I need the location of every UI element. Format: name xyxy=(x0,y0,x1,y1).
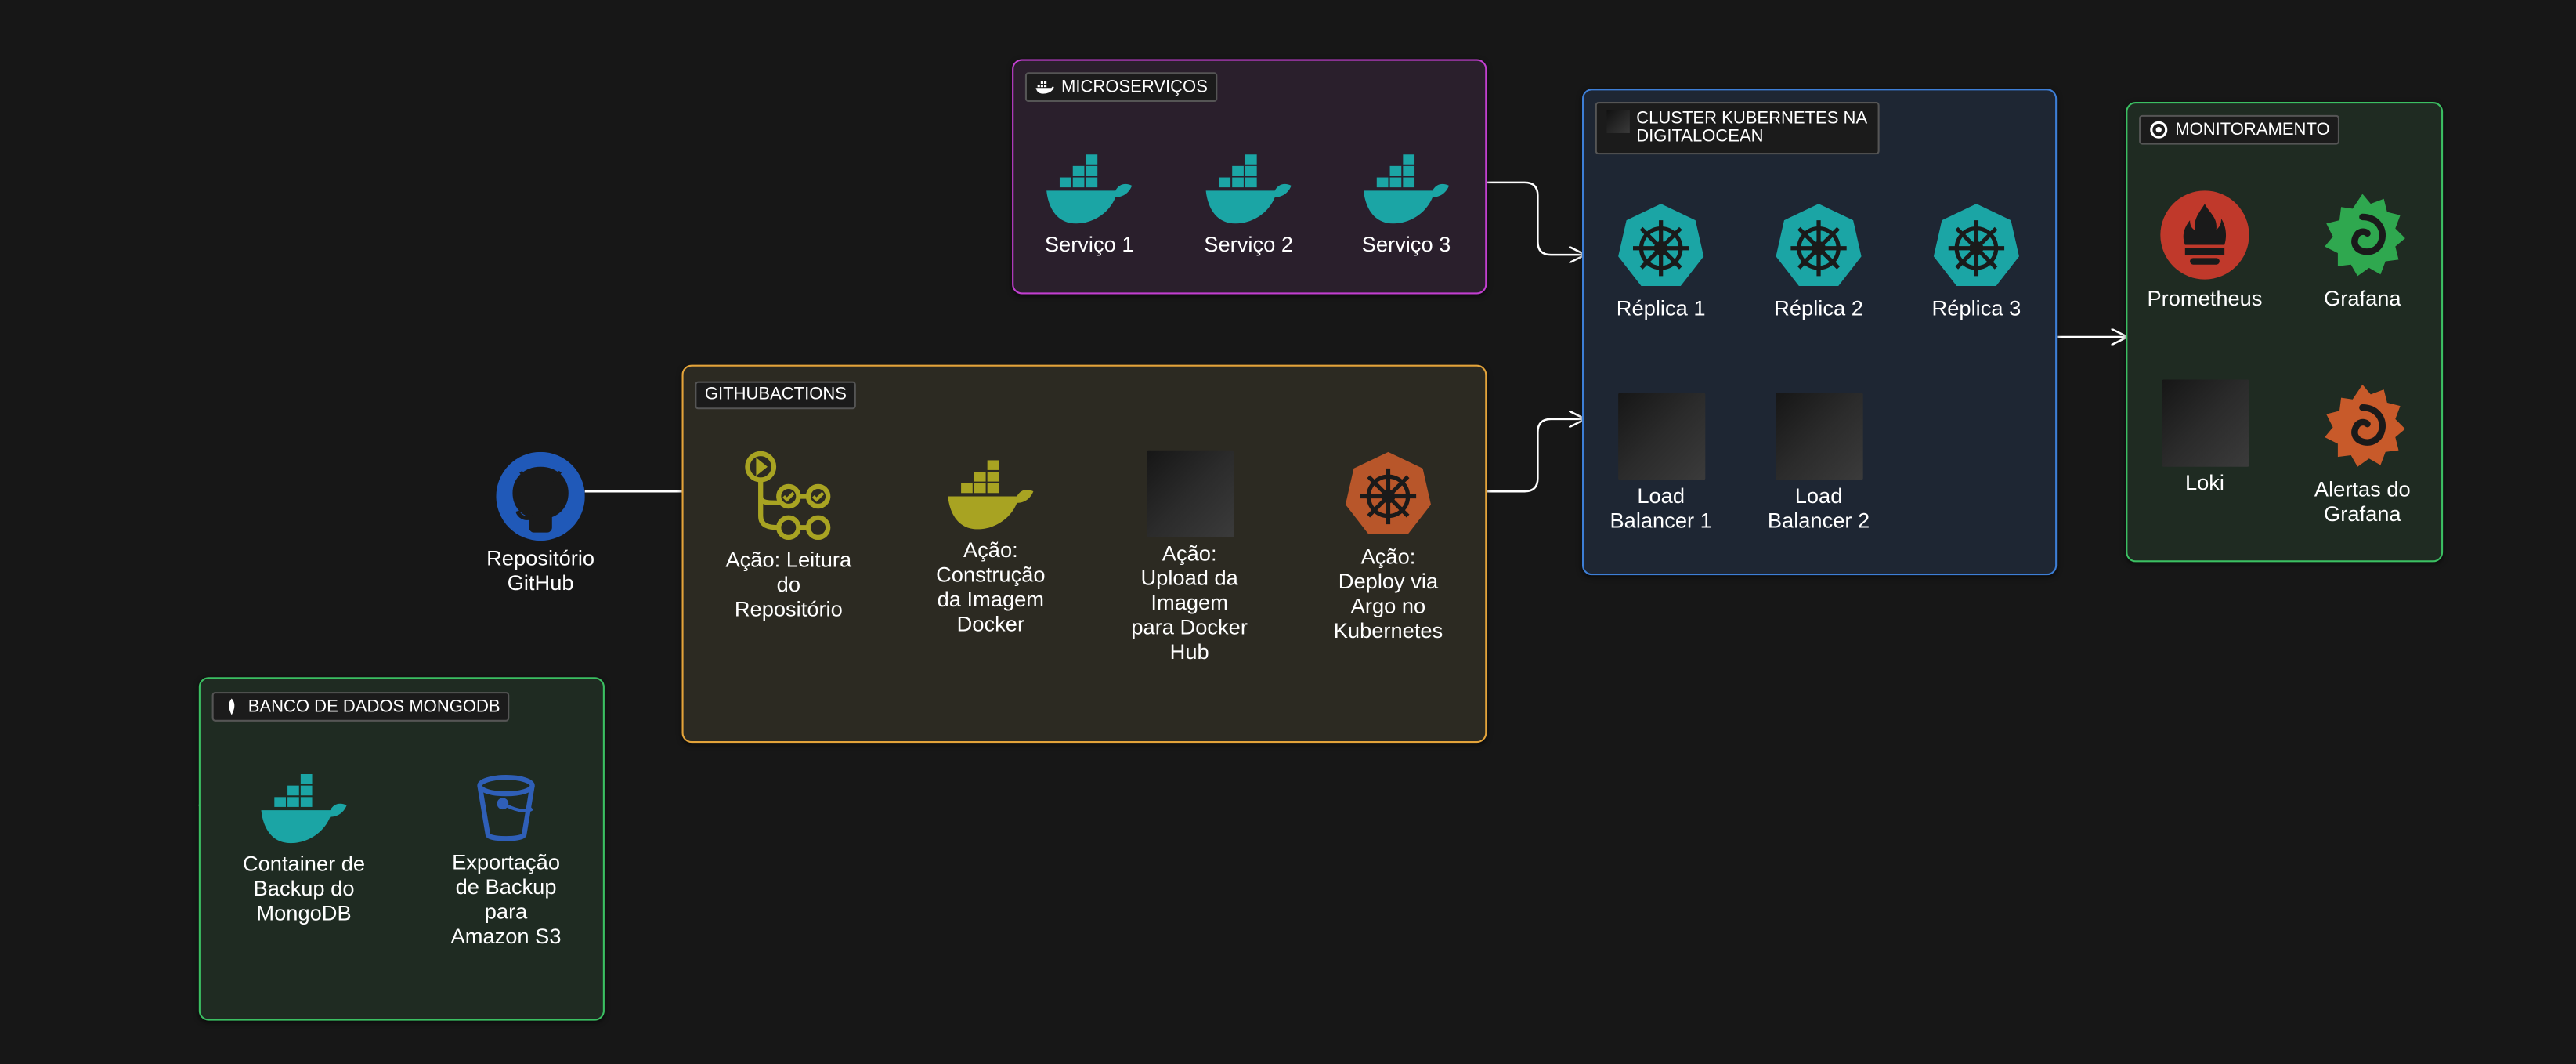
docker-icon xyxy=(261,773,347,844)
node-label: Deploy via xyxy=(1338,568,1439,594)
node-acao-deploy[interactable]: Ação: Deploy via Argo no Kubernetes xyxy=(1314,451,1462,642)
node-label: Réplica 3 xyxy=(1931,295,2021,321)
node-label: Prometheus xyxy=(2147,285,2263,311)
group-title: BANCO DE DADOS MONGODB xyxy=(247,696,500,716)
node-label: Réplica 1 xyxy=(1616,295,1706,321)
grafana-icon xyxy=(2150,121,2168,139)
group-microservices: MICROSERVIÇOS xyxy=(1012,59,1487,295)
node-label: Hub xyxy=(1169,639,1209,664)
group-kubernetes-cluster: CLUSTER KUBERNETES NA DIGITALOCEAN xyxy=(1581,89,2058,576)
node-mongo-backup[interactable]: Container de Backup do MongoDB xyxy=(230,773,378,925)
node-label: Alertas do xyxy=(2314,476,2411,501)
group-label-github-actions: GITHUBACTIONS xyxy=(695,381,857,410)
node-label: Ação: Leitura xyxy=(725,547,852,572)
node-label: Load xyxy=(1637,483,1685,508)
docker-icon xyxy=(1205,154,1292,224)
node-label: GitHub xyxy=(507,570,574,595)
blank-square-icon xyxy=(1606,110,1630,133)
group-title: MICROSERVIÇOS xyxy=(1061,76,1208,96)
kubernetes-icon xyxy=(1776,204,1862,286)
node-replica-3[interactable]: Réplica 3 xyxy=(1919,202,2034,320)
group-label-kubernetes-cluster: CLUSTER KUBERNETES NA DIGITALOCEAN xyxy=(1595,102,1879,155)
node-prometheus[interactable]: Prometheus xyxy=(2139,189,2271,310)
node-label: Load xyxy=(1794,483,1843,508)
group-label-monitoring: MONITORAMENTO xyxy=(2139,114,2340,145)
group-title: GITHUBACTIONS xyxy=(704,384,847,405)
node-label: para xyxy=(484,899,528,924)
node-acao-upload[interactable]: Ação: Upload da Imagem para Docker Hub xyxy=(1115,450,1263,664)
node-label: Imagem xyxy=(1151,590,1228,615)
node-load-balancer-1[interactable]: Load Balancer 1 xyxy=(1595,393,1727,533)
grafana-icon xyxy=(2325,194,2405,277)
node-servico-3[interactable]: Serviço 3 xyxy=(1349,154,1464,256)
node-grafana-alerts[interactable]: Alertas do Grafana xyxy=(2296,380,2428,527)
node-label: Balancer 1 xyxy=(1610,508,1712,533)
docker-icon xyxy=(948,460,1034,530)
node-label: Ação: xyxy=(1162,541,1217,566)
blank-square-icon xyxy=(1775,393,1862,480)
blank-square-icon xyxy=(2161,379,2249,467)
docker-icon xyxy=(1364,154,1450,224)
node-label: Ação: xyxy=(1360,544,1416,569)
github-actions-icon xyxy=(745,451,831,541)
group-title: MONITORAMENTO xyxy=(2175,119,2330,139)
github-icon xyxy=(496,451,585,541)
node-label: Repositório xyxy=(734,596,843,621)
node-label: Grafana xyxy=(2324,285,2401,311)
node-label: Balancer 2 xyxy=(1767,508,1870,533)
group-label-microservices: MICROSERVIÇOS xyxy=(1024,72,1218,103)
node-label: para Docker xyxy=(1131,614,1248,639)
grafana-icon xyxy=(2325,384,2405,467)
docker-icon xyxy=(1035,81,1054,94)
group-monitoring: MONITORAMENTO xyxy=(2126,102,2444,563)
node-replica-2[interactable]: Réplica 2 xyxy=(1761,202,1877,320)
node-label: Grafana xyxy=(2324,501,2401,527)
node-label: Serviço 2 xyxy=(1204,231,1294,257)
kubernetes-icon xyxy=(1618,204,1704,286)
node-label: Kubernetes xyxy=(1333,617,1443,643)
edge-micro-to-cluster xyxy=(1487,181,1584,255)
node-label: Argo no xyxy=(1350,593,1426,618)
node-label: Container de xyxy=(242,851,366,877)
group-mongodb: BANCO DE DADOS MONGODB xyxy=(198,677,605,1021)
node-servico-1[interactable]: Serviço 1 xyxy=(1031,154,1147,256)
node-grafana[interactable]: Grafana xyxy=(2296,189,2428,310)
node-acao-construcao[interactable]: Ação: Construção da Imagem Docker xyxy=(916,460,1064,636)
node-replica-1[interactable]: Réplica 1 xyxy=(1603,202,1718,320)
node-load-balancer-2[interactable]: Load Balancer 2 xyxy=(1753,393,1884,533)
node-s3-export[interactable]: Exportação de Backup para Amazon S3 xyxy=(432,773,580,948)
node-label: MongoDB xyxy=(256,900,352,925)
node-label: Réplica 2 xyxy=(1774,295,1863,321)
node-label: Exportação xyxy=(452,849,561,874)
node-label: de Backup xyxy=(455,874,557,899)
node-github-repo[interactable]: Repositório GitHub xyxy=(475,451,606,595)
node-label: do xyxy=(776,571,801,597)
group-github-actions: GITHUBACTIONS xyxy=(681,364,1487,744)
node-label: Serviço 3 xyxy=(1361,231,1451,257)
node-label: Backup do xyxy=(253,876,355,901)
node-label: Loki xyxy=(2184,469,2224,495)
s3-bucket-icon xyxy=(477,775,535,841)
node-servico-2[interactable]: Serviço 2 xyxy=(1191,154,1306,256)
node-label: Construção xyxy=(936,562,1046,587)
node-label: Upload da xyxy=(1140,565,1238,591)
blank-square-icon xyxy=(1617,393,1705,480)
node-loki[interactable]: Loki xyxy=(2139,379,2271,495)
blank-square-icon xyxy=(1146,450,1234,537)
node-acao-leitura[interactable]: Ação: Leitura do Repositório xyxy=(714,451,862,621)
docker-icon xyxy=(1046,154,1133,224)
node-label: Amazon S3 xyxy=(450,923,562,949)
mongodb-leaf-icon xyxy=(229,698,235,715)
argo-helm-icon xyxy=(1345,451,1432,534)
node-label: Ação: xyxy=(963,537,1018,563)
node-label: Serviço 1 xyxy=(1044,231,1134,257)
group-title: CLUSTER KUBERNETES NA DIGITALOCEAN xyxy=(1636,108,1868,147)
prometheus-icon xyxy=(2160,190,2249,280)
node-label: Repositório xyxy=(486,545,595,570)
group-label-mongodb: BANCO DE DADOS MONGODB xyxy=(211,692,511,722)
kubernetes-icon xyxy=(1933,204,2019,286)
node-label: da Imagem xyxy=(937,586,1045,612)
node-label: Docker xyxy=(956,611,1025,636)
